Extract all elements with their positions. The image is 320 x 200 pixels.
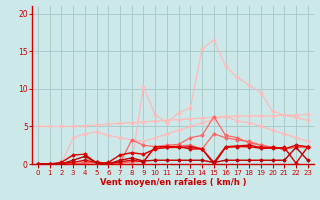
X-axis label: Vent moyen/en rafales ( km/h ): Vent moyen/en rafales ( km/h ) <box>100 178 246 187</box>
